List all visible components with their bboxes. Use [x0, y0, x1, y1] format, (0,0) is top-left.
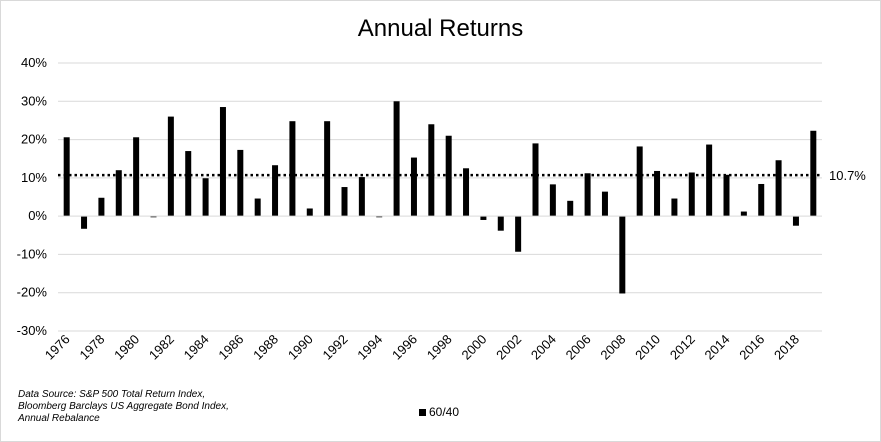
average-line-label: 10.7%: [829, 168, 866, 183]
y-tick-label: 0%: [28, 208, 47, 223]
bar: [515, 216, 522, 252]
bar: [463, 168, 470, 217]
y-tick-label: 20%: [21, 132, 47, 147]
bar: [272, 165, 279, 217]
y-tick-label: 40%: [21, 55, 47, 70]
bar: [775, 160, 782, 217]
x-tick-label: 1986: [215, 332, 246, 363]
y-tick-label: 10%: [21, 170, 47, 185]
x-tick-label: 1982: [146, 332, 177, 363]
bar: [393, 101, 400, 217]
x-tick-label: 2006: [563, 332, 594, 363]
x-tick-label: 2014: [702, 332, 733, 363]
bar: [133, 137, 140, 217]
bar: [480, 216, 487, 220]
y-tick-label: -20%: [17, 285, 48, 300]
source-note-line: Bloomberg Barclays US Aggregate Bond Ind…: [18, 401, 229, 412]
source-note-line: Data Source: S&P 500 Total Return Index,: [18, 389, 206, 400]
bar: [81, 216, 88, 229]
x-tick-label: 1994: [354, 332, 385, 363]
y-tick-label: -10%: [17, 246, 48, 261]
bar: [532, 143, 539, 217]
bar: [63, 137, 70, 217]
x-tick-label: 1998: [424, 332, 455, 363]
average-line-group: 10.7%: [58, 168, 866, 183]
bar: [324, 121, 331, 217]
bar: [167, 116, 174, 217]
bar: [289, 121, 296, 217]
bar: [636, 146, 643, 217]
x-tick-label: 2012: [667, 332, 698, 363]
x-tick-label: 1978: [76, 332, 107, 363]
bar: [601, 191, 608, 217]
x-tick-label: 1980: [111, 332, 142, 363]
source-note: Data Source: S&P 500 Total Return Index,…: [18, 389, 318, 425]
bar: [341, 187, 348, 217]
bar: [792, 216, 799, 226]
bar: [376, 216, 383, 218]
bar: [810, 130, 817, 217]
bar: [758, 183, 765, 217]
x-tick-label: 2000: [458, 332, 489, 363]
bar: [219, 107, 226, 217]
x-tick-label: 1990: [285, 332, 316, 363]
bars: [63, 101, 817, 294]
bar: [671, 198, 678, 217]
bar: [740, 211, 747, 217]
bar: [98, 197, 105, 217]
bar: [306, 208, 313, 217]
bar: [237, 149, 244, 217]
x-tick-label: 2002: [493, 332, 524, 363]
legend-swatch: [419, 408, 426, 416]
bar: [150, 216, 157, 218]
bar: [497, 216, 504, 231]
chart-title: Annual Returns: [357, 15, 524, 42]
x-tick-label: 2008: [597, 332, 628, 363]
bar: [549, 184, 556, 217]
bar: [115, 170, 122, 217]
bar: [619, 216, 626, 294]
x-tick-label: 2018: [771, 332, 802, 363]
bar: [706, 144, 713, 217]
x-tick-label: 2004: [528, 332, 559, 363]
bar: [567, 200, 574, 217]
x-tick-label: 1988: [250, 332, 281, 363]
x-tick-label: 1984: [181, 332, 212, 363]
x-tick-label: 2016: [736, 332, 767, 363]
bar: [254, 198, 261, 217]
legend-label: 60/40: [429, 405, 460, 419]
x-tick-label: 1992: [320, 332, 351, 363]
x-tick-label: 2010: [632, 332, 663, 363]
bar: [358, 177, 365, 217]
legend: 60/40: [419, 405, 459, 419]
source-note-line: Annual Rebalance: [18, 413, 100, 424]
bar: [185, 151, 192, 217]
bar: [654, 170, 661, 217]
x-axis: 1976 1978 1980 1982 1984 1986 1988 1990 1992 1994…: [42, 215, 822, 363]
x-tick-label: 1996: [389, 332, 420, 363]
bar: [410, 157, 417, 217]
bar: [723, 174, 730, 217]
y-tick-label: -30%: [17, 323, 48, 338]
bar: [202, 178, 209, 217]
bar: [688, 172, 695, 217]
bar: [428, 124, 435, 217]
y-axis-tick-labels: 40% 30% 20% 10% 0% -10% -20% -30%: [17, 55, 48, 338]
bar: [584, 173, 591, 217]
y-tick-label: 30%: [21, 93, 47, 108]
